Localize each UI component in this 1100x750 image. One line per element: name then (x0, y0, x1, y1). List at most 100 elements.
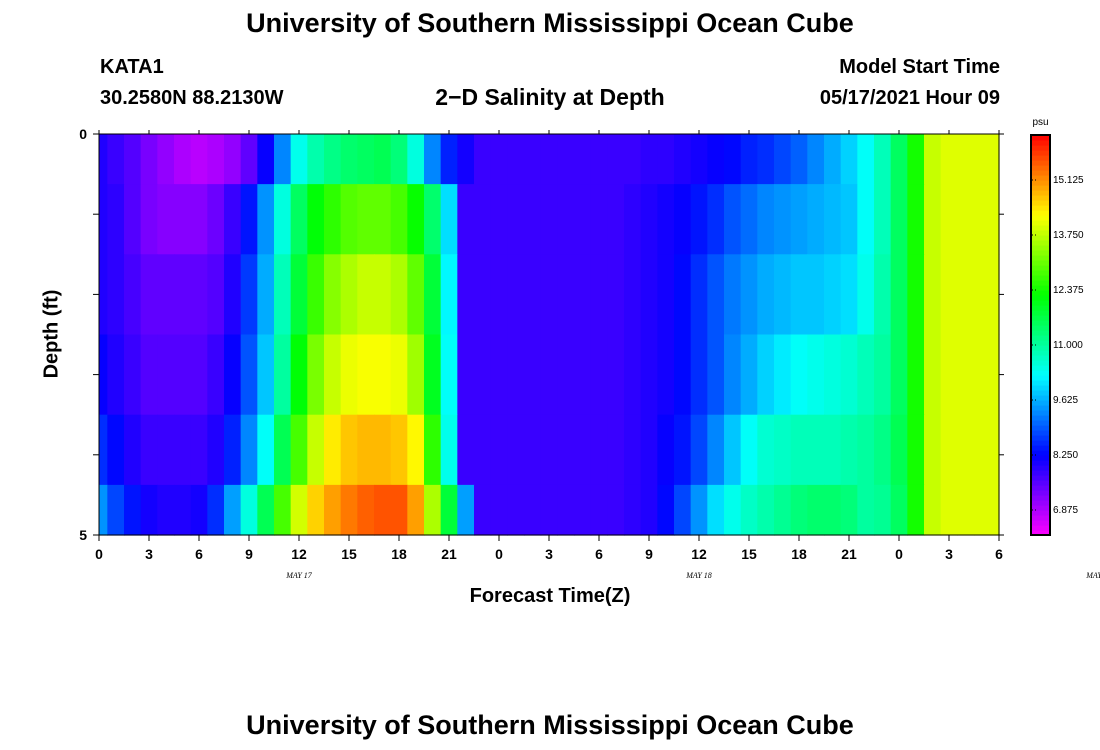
colorbar-segment (1031, 270, 1050, 276)
heatmap-cell (607, 484, 625, 536)
heatmap-cell (190, 334, 208, 416)
heatmap-cell (907, 414, 925, 486)
colorbar-segment (1031, 300, 1050, 306)
colorbar-segment (1031, 160, 1050, 166)
colorbar-segment (1031, 510, 1050, 516)
heatmap-cell (640, 334, 658, 416)
heatmap-cell (274, 184, 292, 255)
heatmap-cell (124, 184, 142, 255)
heatmap-cell (240, 414, 258, 486)
heatmap-cell (190, 484, 208, 536)
heatmap-cell (457, 334, 475, 416)
heatmap-cell (274, 414, 292, 486)
heatmap-cell (590, 484, 608, 536)
x-tick-label: 21 (441, 546, 457, 562)
x-tick-label: 6 (195, 546, 203, 562)
heatmap-cell (874, 254, 892, 336)
colorbar-segment (1031, 245, 1050, 251)
heatmap-cell (207, 184, 225, 255)
heatmap-cell (257, 484, 275, 536)
heatmap-cell (490, 484, 508, 536)
heatmap-cell (474, 254, 492, 336)
colorbar-segment (1031, 415, 1050, 421)
colorbar-segment (1031, 260, 1050, 266)
heatmap-cell (707, 254, 725, 336)
heatmap-cell (824, 334, 842, 416)
heatmap-cell (340, 134, 358, 185)
heatmap-cell (857, 334, 875, 416)
heatmap-cell (740, 184, 758, 255)
heatmap-cell (290, 334, 308, 416)
heatmap-cell (507, 414, 525, 486)
heatmap-cell (740, 414, 758, 486)
heatmap-cell (907, 334, 925, 416)
heatmap-cell (324, 334, 342, 416)
heatmap-cell (807, 254, 825, 336)
heatmap-cell (857, 254, 875, 336)
heatmap-cell (424, 134, 442, 185)
heatmap-cell (274, 134, 292, 185)
heatmap-cell (207, 334, 225, 416)
colorbar-segment (1031, 405, 1050, 411)
colorbar-unit: psu (1032, 117, 1048, 128)
heatmap-cell (174, 184, 192, 255)
heatmap-cell (140, 334, 158, 416)
heatmap-cell (890, 134, 908, 185)
heatmap-cell (507, 134, 525, 185)
colorbar-tick-label: 12.375 (1053, 285, 1084, 296)
heatmap-cell (874, 334, 892, 416)
heatmap-cell (374, 334, 392, 416)
heatmap-cell (257, 134, 275, 185)
station-coordinates: 30.2580N 88.2130W (100, 87, 284, 109)
heatmap-cell (924, 484, 942, 536)
heatmap-cell (874, 134, 892, 185)
heatmap-cell (890, 414, 908, 486)
heatmap-cell (624, 134, 642, 185)
heatmap-cell (974, 484, 992, 536)
heatmap-cell (407, 484, 425, 536)
heatmap-cell (590, 334, 608, 416)
heatmap-cell (507, 334, 525, 416)
heatmap-cell (624, 334, 642, 416)
heatmap-cell (657, 184, 675, 255)
heatmap-cell (290, 134, 308, 185)
heatmap-cell (424, 414, 442, 486)
colorbar-segment (1031, 325, 1050, 331)
heatmap-cell (790, 484, 808, 536)
colorbar-segment (1031, 495, 1050, 501)
heatmap-cell (674, 414, 692, 486)
colorbar-segment (1031, 320, 1050, 326)
heatmap-cell (190, 254, 208, 336)
heatmap-cell (940, 414, 958, 486)
heatmap-cell (674, 334, 692, 416)
x-tick-label: 9 (245, 546, 253, 562)
heatmap-cell (657, 484, 675, 536)
heatmap-cell (657, 254, 675, 336)
heatmap-cell (790, 184, 808, 255)
colorbar-segment (1031, 390, 1050, 396)
heatmap-cell (357, 334, 375, 416)
heatmap-cell (674, 134, 692, 185)
heatmap-cell (690, 414, 708, 486)
x-tick-label: 6 (595, 546, 603, 562)
heatmap-cell (607, 334, 625, 416)
heatmap-cell (657, 414, 675, 486)
heatmap-cell (374, 414, 392, 486)
footer-title: University of Southern Mississippi Ocean… (246, 710, 854, 740)
x-tick-label: 18 (791, 546, 807, 562)
heatmap-cell (324, 254, 342, 336)
heatmap-cell (307, 334, 325, 416)
colorbar-segment (1031, 330, 1050, 336)
heatmap-cell (157, 134, 175, 185)
heatmap-cell (357, 484, 375, 536)
heatmap-cell (574, 184, 592, 255)
heatmap-cell (990, 184, 1000, 255)
heatmap-cell (624, 254, 642, 336)
heatmap-cell (440, 134, 458, 185)
heatmap-cell (840, 334, 858, 416)
heatmap-cell (340, 334, 358, 416)
heatmap-cell (857, 134, 875, 185)
heatmap-cell (890, 254, 908, 336)
colorbar-segment (1031, 230, 1050, 236)
heatmap-cell (524, 254, 542, 336)
